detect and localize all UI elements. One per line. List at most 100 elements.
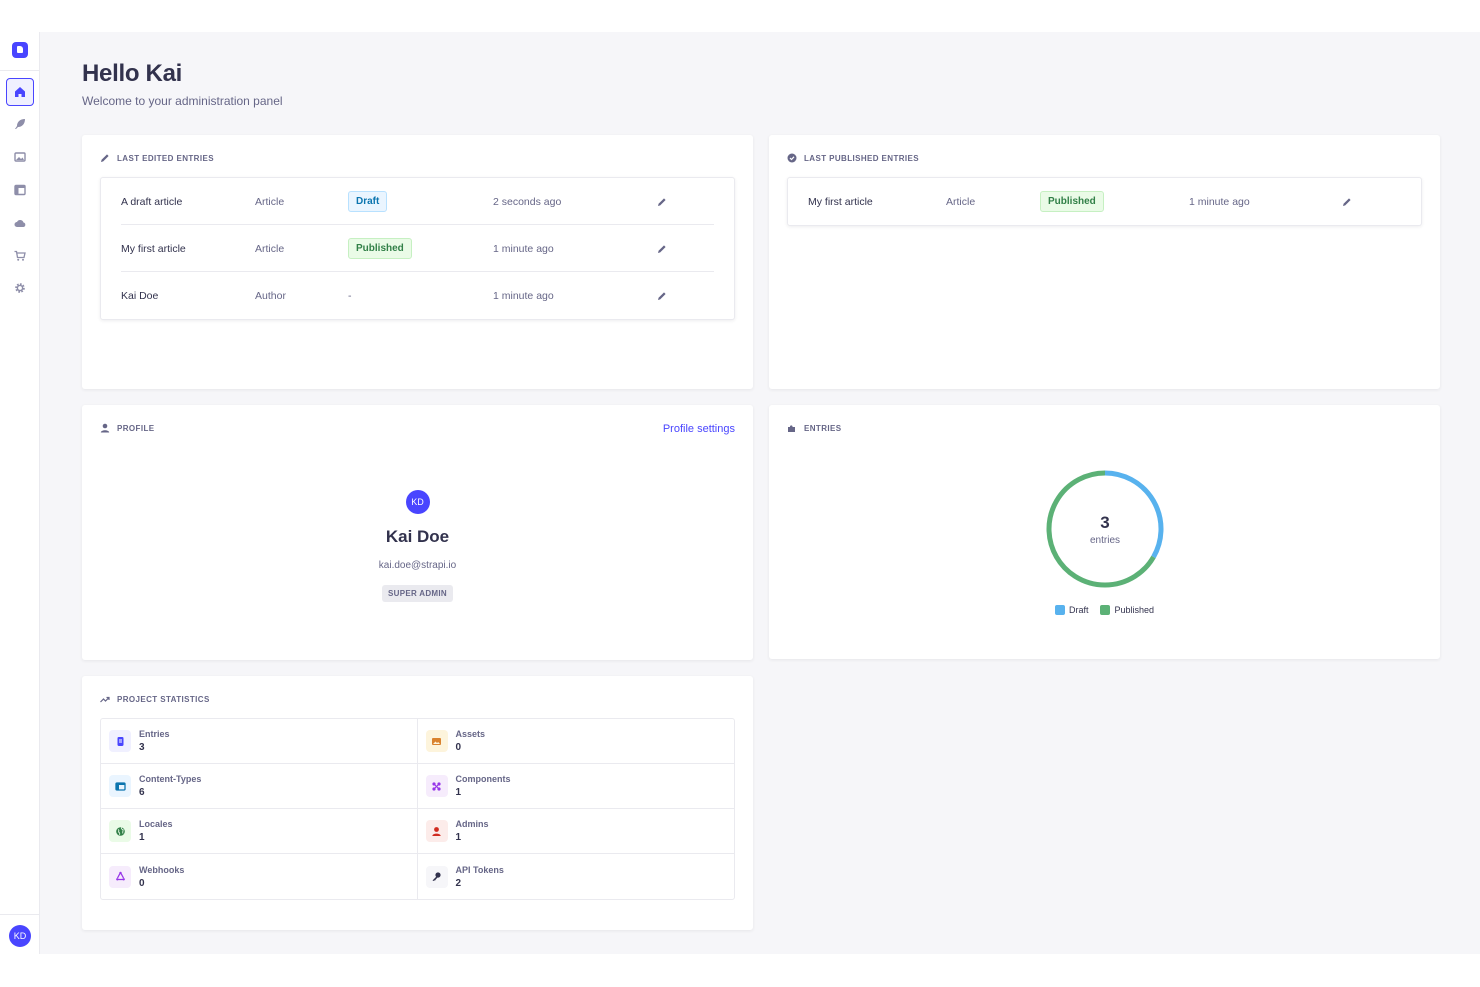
profile-email: kai.doe@strapi.io bbox=[378, 560, 457, 571]
legend-swatch bbox=[1054, 605, 1065, 615]
nav-marketplace[interactable] bbox=[6, 242, 34, 270]
entry-type: Author bbox=[255, 289, 286, 302]
legend-item-draft: Draft bbox=[1054, 605, 1089, 615]
edit-button[interactable] bbox=[657, 225, 667, 272]
legend-swatch bbox=[1100, 605, 1111, 615]
card-header: PROJECT STATISTICS bbox=[100, 694, 210, 704]
cloud-icon bbox=[14, 220, 26, 227]
stats-grid: Entries 3 Assets 0 Content-Types 6 Componen… bbox=[100, 718, 735, 900]
profile-name: Kai Doe bbox=[385, 527, 450, 546]
admins-icon bbox=[432, 826, 441, 836]
card-title: LAST EDITED ENTRIES bbox=[117, 153, 214, 163]
last-edited-card: LAST EDITED ENTRIES A draft article Arti… bbox=[82, 135, 753, 389]
status-badge: Published bbox=[1040, 191, 1104, 212]
card-title: PROFILE bbox=[117, 423, 155, 433]
page-title: Hello Kai bbox=[82, 60, 182, 87]
entry-time: 1 minute ago bbox=[1189, 195, 1250, 208]
card-header: ENTRIES bbox=[787, 423, 841, 433]
components-icon bbox=[432, 781, 441, 791]
main-nav: KD bbox=[0, 32, 40, 954]
api-tokens-icon bbox=[432, 872, 441, 881]
stat-locales: Locales 1 bbox=[101, 809, 418, 854]
stat-label: Webhooks bbox=[139, 864, 185, 875]
pencil-icon bbox=[101, 154, 109, 162]
nav-divider-bottom bbox=[0, 914, 40, 915]
edit-button[interactable] bbox=[657, 272, 667, 319]
stat-label: Content-Types bbox=[139, 774, 202, 784]
table-row[interactable]: My first article Article Published 1 min… bbox=[121, 225, 714, 272]
entry-name: A draft article bbox=[121, 195, 183, 208]
page-header: Hello Kai Welcome to your administration… bbox=[82, 60, 283, 108]
entries-total: 3 bbox=[1100, 512, 1110, 532]
profile-settings-link[interactable]: Profile settings bbox=[662, 423, 735, 435]
card-header: PROFILE bbox=[100, 423, 154, 433]
strapi-logo[interactable] bbox=[12, 42, 28, 58]
entry-time: 1 minute ago bbox=[493, 289, 554, 302]
nav-layout[interactable] bbox=[6, 176, 34, 204]
stat-entries: Entries 3 bbox=[101, 719, 418, 764]
stat-label: Components bbox=[455, 774, 511, 784]
entries-chart-card: ENTRIES 3 entries Draft Published bbox=[769, 405, 1440, 659]
donut-slice-draft bbox=[1104, 470, 1164, 559]
stat-api-tokens: API Tokens 2 bbox=[418, 854, 735, 899]
layout-icon bbox=[14, 184, 26, 196]
home-icon bbox=[15, 87, 25, 97]
user-avatar[interactable]: KD bbox=[9, 925, 31, 947]
last-published-card: LAST PUBLISHED ENTRIES My first article … bbox=[769, 135, 1440, 389]
stat-assets: Assets 0 bbox=[417, 719, 734, 764]
nav-settings[interactable] bbox=[6, 274, 34, 302]
entry-type: Article bbox=[255, 242, 285, 255]
content-types-icon bbox=[114, 781, 126, 791]
avatar: KD bbox=[405, 490, 430, 514]
webhooks-icon bbox=[115, 871, 125, 881]
card-title: PROJECT STATISTICS bbox=[117, 694, 210, 704]
page-subtitle: Welcome to your administration panel bbox=[82, 94, 283, 108]
entry-type: Article bbox=[946, 195, 976, 208]
entry-time: 2 seconds ago bbox=[493, 195, 562, 208]
gear-icon bbox=[15, 283, 25, 293]
edit-button[interactable] bbox=[1342, 178, 1352, 225]
stat-value: 2 bbox=[455, 877, 462, 889]
nav-content-type-builder[interactable] bbox=[6, 110, 34, 138]
nav-media-library[interactable] bbox=[6, 143, 34, 171]
legend-label: Published bbox=[1114, 605, 1155, 615]
cart-icon bbox=[14, 250, 26, 261]
entries-unit: entries bbox=[1089, 534, 1120, 546]
status-badge: Published bbox=[348, 238, 412, 259]
card-header: LAST PUBLISHED ENTRIES bbox=[787, 153, 919, 163]
role-badge: SUPER ADMIN bbox=[381, 585, 453, 602]
assets-icon bbox=[432, 737, 441, 745]
nav-divider bbox=[0, 70, 40, 71]
table-row[interactable]: Kai Doe Author - 1 minute ago bbox=[121, 272, 714, 319]
profile-summary: KD Kai Doe kai.doe@strapi.io SUPER ADMIN bbox=[82, 490, 753, 602]
stat-value: 1 bbox=[455, 787, 462, 798]
entry-name: My first article bbox=[121, 242, 186, 255]
donut-center: 3 entries bbox=[1045, 469, 1165, 589]
stat-value: 3 bbox=[139, 742, 145, 753]
entry-type: Article bbox=[255, 195, 285, 208]
table-row[interactable]: A draft article Article Draft 2 seconds … bbox=[121, 178, 714, 225]
edit-button[interactable] bbox=[657, 178, 667, 225]
entry-name: Kai Doe bbox=[121, 289, 159, 302]
stat-label: Entries bbox=[139, 729, 170, 739]
status-badge: Draft bbox=[348, 191, 388, 212]
nav-home[interactable] bbox=[6, 78, 34, 106]
puzzle-icon bbox=[788, 425, 795, 432]
table-row[interactable]: My first article Article Published 1 min… bbox=[808, 178, 1401, 225]
stat-value: 0 bbox=[455, 742, 462, 753]
last-published-table: My first article Article Published 1 min… bbox=[787, 177, 1422, 226]
status-text: - bbox=[348, 289, 352, 302]
legend-label: Draft bbox=[1068, 605, 1089, 615]
legend-item-published: Published bbox=[1100, 605, 1154, 615]
nav-cloud[interactable] bbox=[6, 209, 34, 237]
stat-label: API Tokens bbox=[455, 864, 504, 875]
pencil-icon bbox=[658, 291, 666, 300]
stat-webhooks: Webhooks 0 bbox=[101, 854, 418, 899]
stat-content-types: Content-Types 6 bbox=[101, 764, 418, 809]
stat-label: Assets bbox=[455, 729, 486, 739]
donut-slice-published bbox=[1046, 470, 1156, 588]
card-title: LAST PUBLISHED ENTRIES bbox=[804, 153, 920, 163]
stat-components: Components 1 bbox=[417, 764, 734, 809]
stat-admins: Admins 1 bbox=[417, 809, 734, 854]
media-icon bbox=[14, 152, 26, 162]
